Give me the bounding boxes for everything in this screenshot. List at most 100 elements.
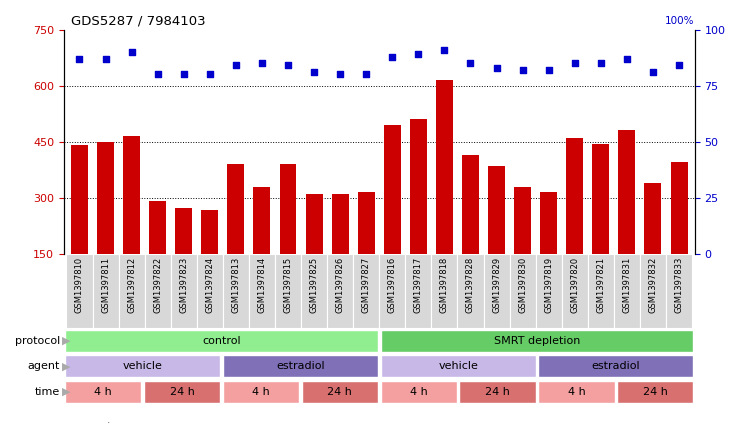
Bar <box>175 208 192 310</box>
Bar <box>410 119 427 310</box>
Text: 4 h: 4 h <box>95 387 112 397</box>
Bar <box>123 136 140 310</box>
Text: agent: agent <box>28 361 60 371</box>
FancyBboxPatch shape <box>381 330 693 352</box>
Bar <box>254 187 270 310</box>
FancyBboxPatch shape <box>66 254 92 328</box>
FancyBboxPatch shape <box>65 355 220 377</box>
Bar <box>436 80 453 310</box>
Bar <box>644 183 662 310</box>
FancyBboxPatch shape <box>379 254 406 328</box>
Text: GSM1397826: GSM1397826 <box>336 257 345 313</box>
Text: GSM1397815: GSM1397815 <box>284 257 293 313</box>
Text: 24 h: 24 h <box>327 387 352 397</box>
FancyBboxPatch shape <box>65 381 141 403</box>
Bar <box>279 164 297 310</box>
Text: 4 h: 4 h <box>252 387 270 397</box>
Bar <box>357 192 375 310</box>
Point <box>256 60 268 66</box>
Text: GSM1397814: GSM1397814 <box>258 257 267 313</box>
Text: GSM1397832: GSM1397832 <box>648 257 657 313</box>
FancyBboxPatch shape <box>617 381 693 403</box>
Text: ▶: ▶ <box>62 336 70 346</box>
FancyBboxPatch shape <box>223 254 249 328</box>
FancyBboxPatch shape <box>353 254 379 328</box>
Text: ■: ■ <box>64 421 76 423</box>
Text: estradiol: estradiol <box>276 361 324 371</box>
FancyBboxPatch shape <box>484 254 510 328</box>
Point <box>412 51 424 58</box>
FancyBboxPatch shape <box>119 254 145 328</box>
FancyBboxPatch shape <box>275 254 301 328</box>
Bar <box>540 192 557 310</box>
FancyBboxPatch shape <box>197 254 223 328</box>
Bar <box>618 130 635 310</box>
FancyBboxPatch shape <box>170 254 197 328</box>
Text: vehicle: vehicle <box>122 361 163 371</box>
Text: 100%: 100% <box>665 16 695 26</box>
Point <box>308 69 320 76</box>
Point <box>152 71 164 78</box>
Text: GSM1397827: GSM1397827 <box>362 257 371 313</box>
Point <box>204 71 216 78</box>
Text: 4 h: 4 h <box>568 387 585 397</box>
Bar <box>228 164 244 310</box>
Bar <box>514 187 531 310</box>
Text: GSM1397811: GSM1397811 <box>101 257 110 313</box>
FancyBboxPatch shape <box>381 381 457 403</box>
Text: GSM1397818: GSM1397818 <box>440 257 449 313</box>
Bar <box>488 166 505 310</box>
Text: 4 h: 4 h <box>410 387 427 397</box>
FancyBboxPatch shape <box>457 254 484 328</box>
Bar <box>201 210 219 310</box>
Text: ▶: ▶ <box>62 387 70 397</box>
Point <box>334 71 346 78</box>
Text: control: control <box>202 336 241 346</box>
FancyBboxPatch shape <box>614 254 640 328</box>
FancyBboxPatch shape <box>538 355 693 377</box>
FancyBboxPatch shape <box>144 381 220 403</box>
Bar <box>149 201 166 310</box>
Bar <box>462 155 479 310</box>
Bar <box>671 162 687 310</box>
FancyBboxPatch shape <box>588 254 614 328</box>
FancyBboxPatch shape <box>406 254 431 328</box>
Text: GSM1397813: GSM1397813 <box>231 257 240 313</box>
Point <box>439 47 451 53</box>
Text: GSM1397833: GSM1397833 <box>674 257 683 313</box>
Point <box>543 66 555 73</box>
FancyBboxPatch shape <box>65 330 378 352</box>
Text: protocol: protocol <box>15 336 60 346</box>
Bar <box>306 194 323 310</box>
Text: 24 h: 24 h <box>643 387 668 397</box>
FancyBboxPatch shape <box>640 254 666 328</box>
FancyBboxPatch shape <box>92 254 119 328</box>
FancyBboxPatch shape <box>460 381 535 403</box>
FancyBboxPatch shape <box>381 355 535 377</box>
Text: GSM1397817: GSM1397817 <box>414 257 423 313</box>
Text: GSM1397823: GSM1397823 <box>179 257 189 313</box>
Text: GSM1397830: GSM1397830 <box>518 257 527 313</box>
Text: 24 h: 24 h <box>485 387 510 397</box>
Text: GSM1397824: GSM1397824 <box>205 257 214 313</box>
Point <box>490 64 502 71</box>
Text: GSM1397831: GSM1397831 <box>623 257 632 313</box>
FancyBboxPatch shape <box>223 355 378 377</box>
FancyBboxPatch shape <box>535 254 562 328</box>
Text: time: time <box>35 387 60 397</box>
Text: GSM1397828: GSM1397828 <box>466 257 475 313</box>
FancyBboxPatch shape <box>223 381 299 403</box>
Point <box>360 71 372 78</box>
FancyBboxPatch shape <box>249 254 275 328</box>
Point <box>282 62 294 69</box>
Text: GSM1397819: GSM1397819 <box>544 257 553 313</box>
Point <box>100 55 112 62</box>
FancyBboxPatch shape <box>538 381 614 403</box>
Text: GSM1397829: GSM1397829 <box>492 257 501 313</box>
Bar <box>566 138 584 310</box>
Bar <box>332 194 348 310</box>
Text: SMRT depletion: SMRT depletion <box>493 336 581 346</box>
Point <box>595 60 607 66</box>
FancyBboxPatch shape <box>327 254 353 328</box>
Point <box>464 60 476 66</box>
